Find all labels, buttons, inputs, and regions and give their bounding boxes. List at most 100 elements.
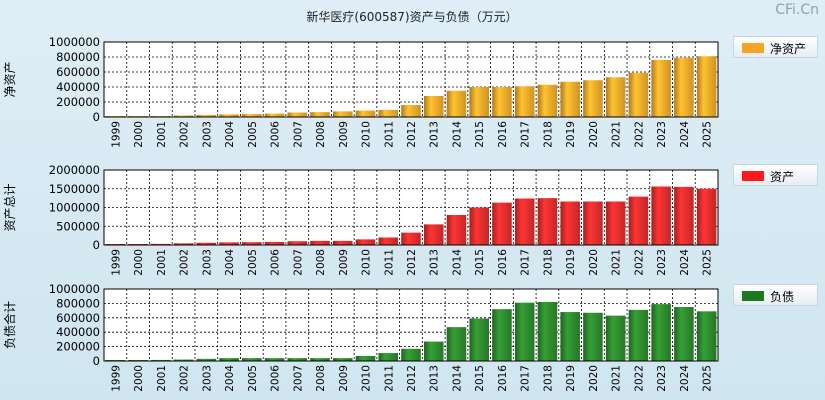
x-tick-label: 2017 [520, 365, 532, 392]
legend-label-liabilities: 负债 [770, 290, 795, 304]
bar-2012 [401, 232, 421, 245]
bar-2025 [696, 56, 717, 117]
y-tick-label: 500000 [56, 219, 100, 233]
bar-2007 [287, 112, 308, 117]
x-tick-label: 2012 [406, 249, 418, 276]
x-tick-label: 2006 [270, 121, 282, 148]
x-tick-label: 2018 [542, 121, 554, 148]
x-tick-label: 2014 [451, 249, 463, 276]
x-tick-label: 2017 [520, 121, 532, 148]
bar-2004 [219, 242, 239, 245]
bar-2008 [310, 112, 330, 117]
bar-2022 [628, 196, 649, 245]
x-tick-label: 2009 [338, 249, 350, 276]
bar-2017 [514, 302, 535, 361]
x-tick-label: 2002 [179, 249, 191, 276]
x-tick-label: 2007 [292, 249, 304, 276]
x-tick-label: 2000 [133, 249, 145, 276]
x-tick-label: 2003 [201, 121, 213, 148]
bar-2022 [628, 72, 649, 117]
x-tick-label: 2004 [224, 249, 236, 276]
x-tick-label: 2025 [702, 249, 714, 276]
x-tick-label: 1999 [110, 121, 122, 148]
x-tick-label: 2019 [565, 121, 577, 148]
bar-2018 [537, 301, 558, 361]
y-tick-label: 0 [93, 110, 100, 124]
bar-2019 [560, 312, 580, 361]
x-tick-label: 2024 [679, 121, 691, 148]
x-tick-label: 2022 [633, 365, 645, 392]
plot-frame [103, 41, 719, 118]
x-tick-label: 2015 [474, 365, 486, 392]
y-tick-label: 1000000 [49, 282, 100, 296]
x-tick-label: 1999 [110, 249, 122, 276]
legend-swatch-liabilities [742, 291, 764, 301]
x-tick-label: 2025 [702, 365, 714, 392]
bar-2011 [378, 109, 399, 117]
x-tick-label: 2011 [383, 249, 395, 276]
watermark: CFi.Cn [775, 2, 819, 18]
y-tick-label: 1500000 [49, 182, 100, 196]
x-tick-label: 2011 [383, 365, 395, 392]
bar-2009 [332, 111, 353, 117]
x-tick-label: 2003 [201, 249, 213, 276]
x-tick-label: 2015 [474, 121, 486, 148]
y-tick-label: 400000 [56, 80, 100, 94]
x-tick-label: 2003 [201, 365, 213, 392]
bar-2024 [674, 307, 694, 361]
bar-2018 [537, 198, 558, 245]
bar-2005 [242, 242, 262, 245]
bar-2024 [674, 57, 694, 117]
bar-2006 [264, 358, 285, 361]
bar-2007 [287, 358, 308, 361]
y-tick-label: 800000 [56, 50, 100, 64]
x-tick-label: 2025 [702, 121, 714, 148]
bar-2023 [651, 60, 671, 117]
x-tick-label: 2007 [292, 121, 304, 148]
y-tick-label: 800000 [56, 296, 100, 310]
bar-2015 [469, 207, 490, 245]
x-tick-label: 2011 [383, 121, 395, 148]
bar-2013 [423, 341, 444, 361]
bar-2004 [219, 358, 239, 361]
bar-2001 [151, 243, 171, 245]
bar-2018 [537, 84, 558, 117]
bar-2012 [401, 105, 421, 117]
bar-2019 [560, 201, 580, 245]
bar-2020 [583, 312, 603, 361]
y-axis-label: 负债合计 [2, 301, 17, 349]
x-tick-label: 2010 [361, 121, 373, 148]
bar-2010 [355, 355, 376, 361]
bar-2014 [446, 90, 467, 117]
x-tick-label: 2009 [338, 121, 350, 148]
bar-2015 [469, 318, 490, 361]
x-tick-label: 2012 [406, 365, 418, 392]
bar-2005 [242, 114, 262, 117]
x-tick-label: 2012 [406, 121, 418, 148]
x-tick-label: 2014 [451, 365, 463, 392]
x-tick-label: 2008 [315, 249, 327, 276]
bar-2003 [196, 114, 217, 117]
x-tick-label: 2002 [179, 365, 191, 392]
bar-2021 [605, 315, 626, 361]
x-tick-label: 2008 [315, 365, 327, 392]
x-tick-label: 2015 [474, 249, 486, 276]
x-tick-label: 2009 [338, 365, 350, 392]
x-tick-label: 2006 [270, 249, 282, 276]
y-tick-label: 200000 [56, 340, 100, 354]
plot-frame [103, 169, 719, 246]
bar-2002 [173, 243, 194, 245]
x-tick-label: 2005 [247, 365, 259, 392]
x-tick-label: 2001 [156, 121, 168, 148]
x-tick-label: 2006 [270, 365, 282, 392]
x-tick-label: 2002 [179, 121, 191, 148]
x-tick-label: 2016 [497, 121, 509, 148]
x-tick-label: 2017 [520, 249, 532, 276]
x-tick-label: 2016 [497, 249, 509, 276]
x-tick-label: 2013 [429, 121, 441, 148]
y-axis-label: 净资产 [3, 61, 17, 97]
x-tick-label: 2024 [679, 365, 691, 392]
x-tick-label: 2020 [588, 121, 600, 148]
